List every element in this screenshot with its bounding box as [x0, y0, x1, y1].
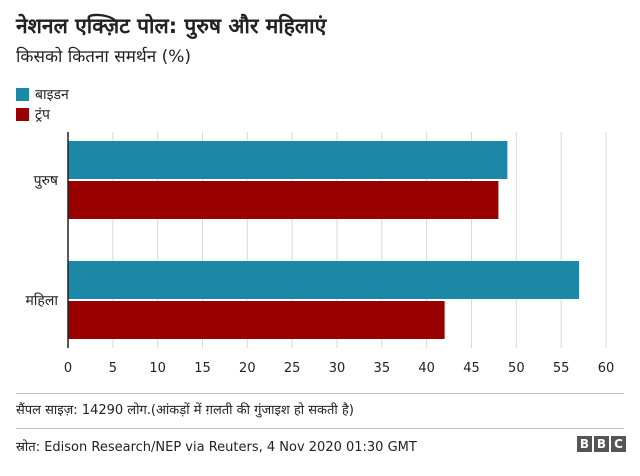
x-tick-label: 40: [418, 361, 435, 376]
footer-divider-bottom: [16, 428, 624, 429]
x-tick-label: 60: [598, 361, 615, 376]
bar-biden: [68, 261, 580, 299]
bbc-logo-letter: B: [594, 436, 609, 452]
x-tick-label: 10: [149, 361, 166, 376]
chart-subtitle: किसको कितना समर्थन (%): [16, 47, 191, 67]
x-tick-label: 50: [508, 361, 525, 376]
axis: 0 5 10 15 20 25 30 35 40 45 50 55 60 पुरुष महिला: [25, 132, 614, 376]
legend-swatch-biden: [16, 87, 29, 101]
bar-biden: [68, 141, 508, 179]
bar-trump: [68, 301, 445, 339]
footer-divider-top: [16, 393, 624, 394]
x-tick-label: 30: [329, 361, 346, 376]
source-text: स्रोत: Edison Research/NEP via Reuters, …: [16, 440, 417, 455]
sample-note: सैंपल साइज़: 14290 लोग.(आंकड़ों में ग़लत…: [16, 403, 354, 418]
bbc-logo-letter: C: [611, 436, 626, 452]
x-tick-label: 20: [239, 361, 256, 376]
legend: बाइडन ट्रंप: [16, 84, 69, 124]
bar-chart: 0 5 10 15 20 25 30 35 40 45 50 55 60 पुरुष महिला: [25, 132, 614, 376]
x-tick-label: 25: [284, 361, 301, 376]
category-label: पुरुष: [34, 173, 59, 189]
legend-swatch-trump: [16, 107, 29, 121]
bars: [68, 141, 580, 339]
x-tick-label: 15: [194, 361, 211, 376]
x-tick-label: 35: [374, 361, 391, 376]
x-tick-label: 5: [109, 361, 117, 376]
legend-item-biden: बाइडन: [16, 84, 69, 104]
x-tick-label: 55: [553, 361, 570, 376]
legend-label-trump: ट्रंप: [35, 106, 51, 123]
x-tick-label: 45: [463, 361, 480, 376]
bbc-logo: B B C: [577, 436, 626, 452]
bbc-logo-letter: B: [577, 436, 592, 452]
category-label: महिला: [25, 292, 58, 309]
legend-item-trump: ट्रंप: [16, 104, 69, 124]
legend-label-biden: बाइडन: [35, 86, 69, 103]
chart-title: नेशनल एक्ज़िट पोल: पुरुष और महिलाएं: [16, 14, 327, 38]
x-tick-label: 0: [64, 361, 72, 376]
bar-trump: [68, 181, 499, 219]
